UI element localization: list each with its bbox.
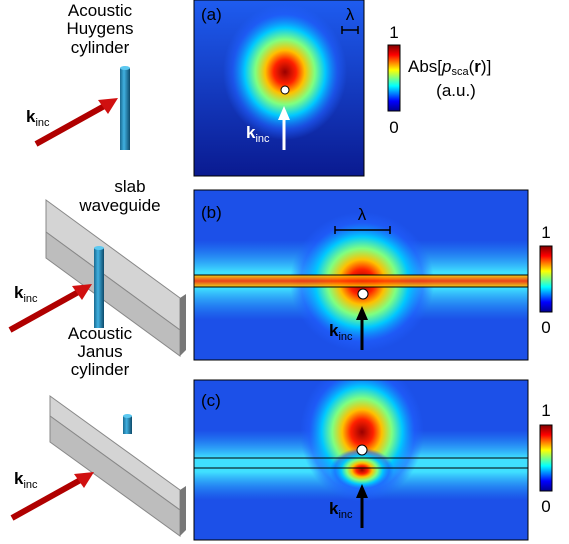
- caption: cylinder: [71, 360, 130, 379]
- colorbar-min: 0: [541, 497, 550, 516]
- k-label: kinc: [26, 107, 50, 129]
- caption: Huygens: [66, 19, 133, 38]
- colorbar: [388, 45, 400, 111]
- colorbar-min: 0: [541, 318, 550, 337]
- colorbar: [540, 425, 552, 491]
- colorbar-max: 1: [541, 401, 550, 420]
- k-label: kinc: [14, 283, 38, 305]
- caption: Janus: [77, 342, 122, 361]
- caption: slab: [114, 177, 145, 196]
- panel-label: (a): [201, 5, 222, 24]
- caption: waveguide: [78, 196, 160, 215]
- colorbar-min: 0: [389, 118, 398, 137]
- k-label: kinc: [14, 469, 38, 491]
- colorbar-title: Abs[psca(r)]: [408, 57, 491, 78]
- colorbar-units: (a.u.): [436, 81, 476, 100]
- caption: Acoustic: [68, 1, 133, 20]
- panel-label: (c): [201, 391, 221, 410]
- scale-label: λ: [346, 5, 355, 24]
- colorbar: [540, 246, 552, 312]
- panel-a: [194, 0, 364, 176]
- illustration-a: Acoustic Huygens cylinder kinc: [26, 1, 134, 150]
- colorbar-max: 1: [541, 223, 550, 242]
- scale-label: λ: [358, 205, 367, 224]
- panel-label: (b): [201, 203, 222, 222]
- caption: Acoustic: [68, 324, 133, 343]
- illustration-b: slab waveguide kinc Acoustic Janus cylin…: [10, 177, 186, 379]
- illustration-c: kinc: [12, 396, 186, 536]
- caption: cylinder: [71, 38, 130, 57]
- figure: Acoustic Huygens cylinder kinc slab wave…: [0, 0, 569, 544]
- colorbar-max: 1: [389, 23, 398, 42]
